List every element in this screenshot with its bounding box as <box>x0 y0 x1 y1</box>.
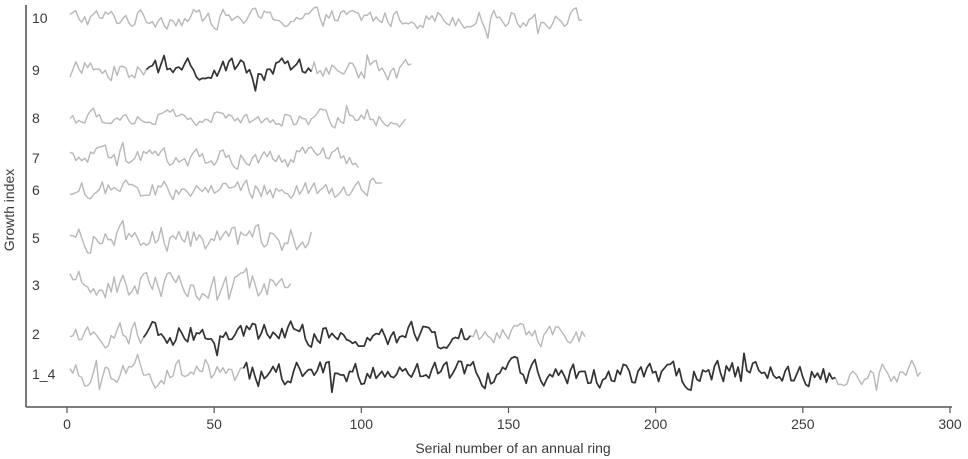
y-tick-label: 10 <box>32 10 48 26</box>
y-tick-label: 5 <box>32 230 40 246</box>
y-tick-label: 8 <box>32 110 40 126</box>
series-line-1-4 <box>69 352 922 393</box>
x-tick-label: 250 <box>791 416 815 432</box>
series-highlight-9 <box>145 54 312 92</box>
y-tick-label: 2 <box>32 326 40 342</box>
y-axis-label: Growth index <box>1 169 17 251</box>
x-tick-label: 300 <box>938 416 962 432</box>
series-line-2 <box>69 320 586 357</box>
plot-area <box>69 6 922 394</box>
y-tick-label: 3 <box>32 277 40 293</box>
x-tick-label: 150 <box>497 416 521 432</box>
x-tick-label: 0 <box>63 416 71 432</box>
x-tick-label: 200 <box>644 416 668 432</box>
y-tick-label: 9 <box>32 62 40 78</box>
x-tick-label: 50 <box>206 416 222 432</box>
x-axis-label: Serial number of an annual ring <box>415 440 610 456</box>
y-tick-label: 7 <box>32 150 40 166</box>
series-line-7 <box>69 141 359 170</box>
y-tick-label: 6 <box>32 182 40 198</box>
series-highlight-2 <box>142 320 471 357</box>
series-line-10 <box>69 6 583 39</box>
y-tick-label: 1_4 <box>32 366 56 382</box>
x-tick-label: 100 <box>350 416 374 432</box>
y-axis-tick-labels: 10 9 8 7 6 5 3 2 1_4 <box>32 10 56 382</box>
series-line-6 <box>69 177 382 201</box>
series-line-5 <box>69 219 312 254</box>
x-axis-ticks: 0 50 100 150 200 250 300 <box>63 407 962 432</box>
series-line-3 <box>69 267 292 301</box>
series-highlight-1-4 <box>242 352 836 394</box>
series-line-8 <box>69 105 407 129</box>
